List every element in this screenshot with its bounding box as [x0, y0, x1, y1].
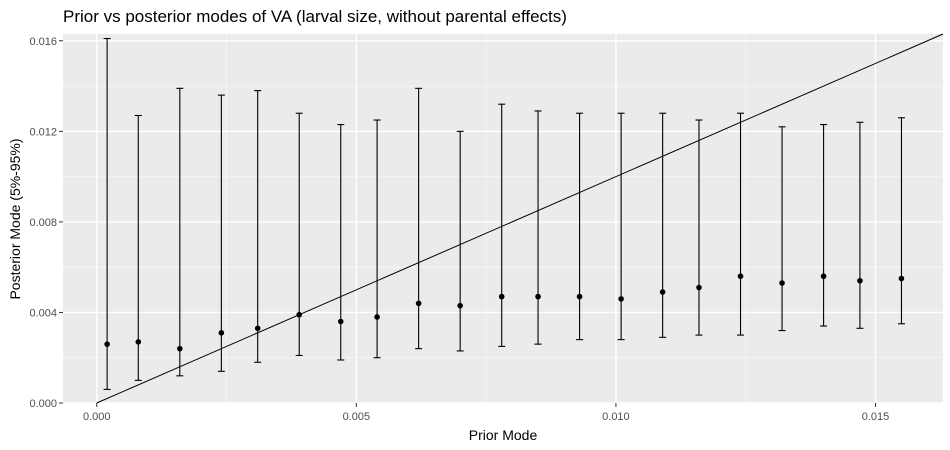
data-point — [779, 280, 785, 286]
error-bars — [103, 37, 905, 390]
data-point — [415, 300, 422, 307]
error-bar — [897, 117, 905, 325]
error-bar — [103, 37, 111, 390]
x-axis-title: Prior Mode — [469, 427, 538, 443]
error-bar — [659, 112, 667, 338]
y-tick-label: 0.012 — [29, 126, 57, 138]
error-bar — [737, 112, 745, 336]
data-point — [618, 296, 624, 302]
data-point — [535, 293, 541, 300]
y-axis: 0.000 0.004 0.008 0.012 0.016 — [29, 36, 63, 410]
data-point — [898, 275, 905, 282]
error-bar — [778, 126, 786, 332]
data-point — [218, 330, 225, 336]
error-bar — [254, 90, 262, 363]
grid-minor — [63, 34, 943, 403]
y-tick-label: 0.008 — [29, 217, 57, 229]
data-point — [104, 341, 110, 347]
x-tick-label: 0.005 — [343, 411, 371, 423]
data-point — [177, 345, 183, 352]
data-point — [254, 325, 261, 332]
error-bar — [856, 121, 864, 329]
data-point — [457, 302, 463, 309]
reference-line-group — [96, 33, 944, 404]
data-point — [576, 293, 583, 300]
data-point — [857, 277, 863, 284]
data-point — [820, 273, 827, 280]
error-bar — [217, 94, 225, 372]
error-bar — [820, 124, 828, 327]
x-tick-label: 0.010 — [602, 411, 630, 423]
error-bar — [176, 87, 184, 377]
error-bar — [617, 112, 625, 341]
error-bar — [534, 110, 542, 345]
data-point — [337, 318, 344, 325]
error-bar — [498, 103, 506, 347]
data-point — [296, 311, 303, 318]
reference-line — [96, 33, 944, 404]
data-points — [104, 273, 905, 352]
y-tick-label: 0.000 — [29, 398, 57, 410]
data-point — [737, 273, 744, 280]
x-tick-label: 0.000 — [83, 411, 111, 423]
chart-title: Prior vs posterior modes of VA (larval s… — [63, 7, 567, 26]
data-point — [696, 284, 702, 291]
error-bar — [134, 114, 142, 381]
data-point — [498, 293, 505, 300]
data-point — [659, 289, 666, 295]
error-bar — [576, 112, 584, 341]
y-axis-title: Posterior Mode (5%-95%) — [7, 138, 23, 299]
data-point — [135, 339, 142, 345]
x-axis: 0.000 0.005 0.010 0.015 — [83, 403, 889, 423]
x-tick-label: 0.015 — [862, 411, 890, 423]
y-tick-label: 0.016 — [29, 36, 57, 48]
error-bar — [695, 119, 703, 336]
grid-major — [63, 34, 943, 404]
data-point — [374, 314, 380, 320]
error-bar — [456, 130, 464, 352]
plot-panel — [63, 34, 943, 403]
y-tick-label: 0.004 — [29, 307, 57, 319]
